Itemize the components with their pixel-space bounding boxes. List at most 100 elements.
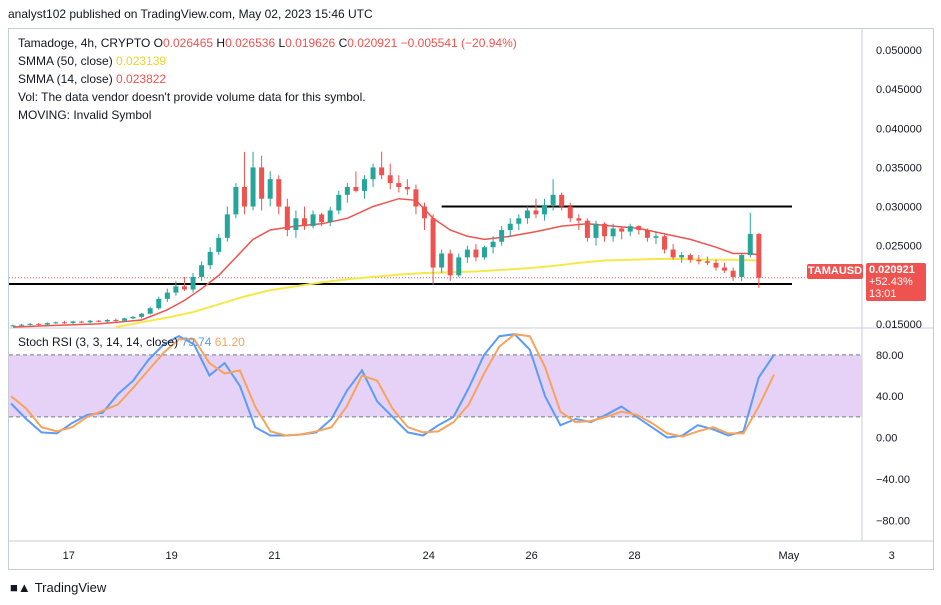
open-value: 0.026465 bbox=[162, 36, 214, 50]
stoch-rsi-k-line bbox=[10, 333, 775, 439]
candle-body bbox=[662, 236, 668, 250]
candle-body bbox=[473, 249, 479, 258]
candle-body bbox=[173, 286, 179, 293]
candle-body bbox=[164, 292, 170, 299]
vol-note: Vol: The data vendor doesn't provide vol… bbox=[18, 90, 366, 104]
candle-body bbox=[87, 320, 93, 323]
price-tick-label: 0.035000 bbox=[876, 162, 922, 174]
candle-body bbox=[516, 218, 522, 224]
candle-body bbox=[499, 230, 505, 242]
stoch-rsi-tick-label: 80.00 bbox=[876, 350, 904, 362]
time-tick-label: 19 bbox=[165, 550, 177, 562]
low-value: 0.019626 bbox=[285, 36, 336, 50]
candle-body bbox=[44, 323, 50, 325]
chart-frame[interactable] bbox=[8, 28, 934, 570]
candle-body bbox=[233, 186, 239, 215]
candle-body bbox=[344, 186, 350, 195]
candle-body bbox=[490, 241, 496, 248]
candle-body bbox=[276, 179, 282, 207]
candle-body bbox=[284, 206, 290, 231]
candle-body bbox=[36, 323, 42, 325]
candle-body bbox=[627, 226, 633, 232]
candle-body bbox=[353, 186, 359, 191]
candle-body bbox=[404, 186, 410, 190]
candle-body bbox=[301, 218, 307, 227]
brand-name: TradingView bbox=[34, 580, 107, 595]
candle-body bbox=[602, 223, 608, 237]
candle-body bbox=[456, 257, 462, 276]
candle-body bbox=[559, 194, 565, 207]
candle-body bbox=[730, 270, 736, 277]
candle-body bbox=[413, 189, 419, 207]
candle-body bbox=[61, 322, 67, 324]
candle-body bbox=[422, 206, 428, 219]
low-label: L bbox=[278, 36, 286, 50]
time-tick-label: 17 bbox=[63, 550, 75, 562]
stoch-rsi-band bbox=[9, 354, 862, 417]
price-tick-label: 0.030000 bbox=[876, 202, 922, 214]
candle-body bbox=[190, 276, 196, 290]
candle-body bbox=[104, 319, 110, 322]
candle-body bbox=[610, 228, 616, 237]
time-tick-label: 26 bbox=[526, 550, 538, 562]
stoch-rsi-k-value: 79.74 bbox=[181, 335, 212, 349]
candle-body bbox=[130, 316, 136, 319]
stoch-rsi-tick-label: 0.00 bbox=[876, 433, 897, 445]
stoch-rsi-tick-label: 40.00 bbox=[876, 391, 904, 403]
stoch-rsi-label: Stoch RSI (3, 3, 14, 14, close) bbox=[18, 335, 179, 349]
candle-body bbox=[739, 255, 745, 277]
sma50-legend: SMMA (50, close) 0.023139 bbox=[18, 52, 166, 70]
moving-note: MOVING: Invalid Symbol bbox=[18, 108, 152, 122]
candle-body bbox=[216, 237, 222, 252]
candle-body bbox=[310, 214, 316, 227]
candle-body bbox=[370, 167, 376, 180]
symbol-line: Tamadoge, 4h, CRYPTO bbox=[18, 36, 151, 50]
time-tick-label: 28 bbox=[628, 550, 640, 562]
close-value: 0.020921 bbox=[347, 36, 398, 50]
candle-body bbox=[619, 228, 625, 232]
candle-body bbox=[53, 322, 59, 324]
candle-body bbox=[259, 167, 265, 199]
candle-body bbox=[670, 249, 676, 258]
candle-body bbox=[147, 308, 153, 314]
candle-body bbox=[722, 267, 728, 271]
candle-body bbox=[464, 249, 470, 258]
candle-body bbox=[336, 194, 342, 211]
candle-body bbox=[584, 220, 590, 238]
candle-body bbox=[704, 261, 710, 263]
tradingview-logo[interactable]: ■▲ TradingView bbox=[10, 580, 106, 595]
candle-body bbox=[593, 223, 599, 238]
candle-body bbox=[327, 210, 333, 223]
candle-body bbox=[533, 210, 539, 215]
candle-body bbox=[19, 324, 25, 326]
price-tick-label: 0.015000 bbox=[876, 319, 922, 331]
candle-body bbox=[361, 179, 367, 191]
candle-body bbox=[713, 262, 719, 268]
time-tick-label: May bbox=[778, 550, 799, 562]
price-tick-label: 0.050000 bbox=[876, 45, 922, 57]
sma50-label: SMMA (50, close) bbox=[18, 54, 113, 68]
sma14-legend: SMMA (14, close) 0.023822 bbox=[18, 70, 166, 88]
candle-body bbox=[696, 259, 702, 262]
candle-body bbox=[207, 251, 213, 266]
sma14-value: 0.023822 bbox=[116, 72, 167, 86]
candle-body bbox=[644, 230, 650, 238]
sma50-value: 0.023139 bbox=[116, 54, 167, 68]
stoch-rsi-legend: Stoch RSI (3, 3, 14, 14, close) 79.74 61… bbox=[18, 333, 245, 351]
ohlc-legend: Tamadoge, 4h, CRYPTO O0.026465 H0.026536… bbox=[18, 34, 517, 52]
tradingview-mark-icon: ■▲ bbox=[10, 580, 31, 595]
open-label: O bbox=[153, 36, 163, 50]
candle-body bbox=[439, 253, 445, 268]
candle-body bbox=[121, 318, 127, 321]
sma14-label: SMMA (14, close) bbox=[18, 72, 113, 86]
candle-body bbox=[113, 319, 119, 321]
candle-body bbox=[747, 233, 753, 256]
publisher-line: analyst102 published on TradingView.com,… bbox=[8, 7, 373, 21]
candle-body bbox=[679, 255, 685, 258]
last-price-tag: 0.020921 +52.43% 13:01 bbox=[866, 263, 926, 301]
candle-body bbox=[396, 183, 402, 187]
change-value: −0.005541 (−20.94%) bbox=[400, 36, 517, 50]
candle-body bbox=[199, 265, 205, 277]
sma50-line bbox=[115, 258, 759, 328]
